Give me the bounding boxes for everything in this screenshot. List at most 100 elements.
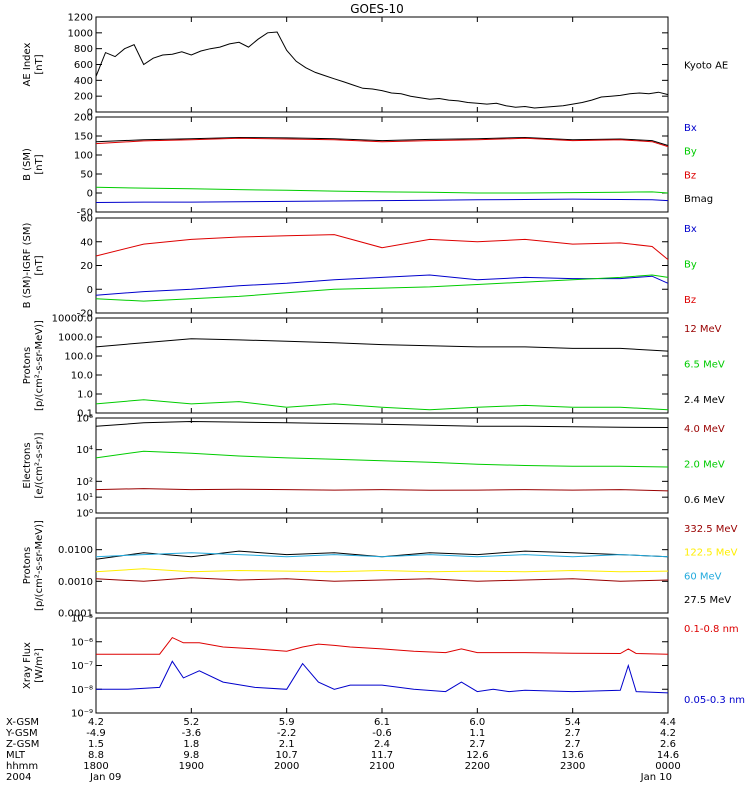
series-line-0-6-mev — [95, 420, 669, 428]
ephem-value: 2300 — [560, 761, 585, 772]
y-tick-label: 1200 — [68, 13, 93, 24]
series-line-kyoto-ae — [95, 31, 669, 109]
y-tick-label: 150 — [74, 132, 93, 143]
ephem-value: 1800 — [83, 761, 108, 772]
ephem-value: 8.8 — [88, 750, 104, 761]
ephem-value: 10.7 — [276, 750, 298, 761]
y-tick-label: 100.0 — [64, 352, 93, 363]
ephem-value: 5.9 — [279, 717, 295, 728]
ephem-value: 14.6 — [657, 750, 679, 761]
ephem-value: -4.9 — [86, 728, 106, 739]
series-line-6-5-mev — [95, 399, 669, 411]
y-tick-label: 200 — [74, 92, 93, 103]
ephem-value: 1900 — [179, 761, 204, 772]
legend-entry: 0.1-0.8 nm — [684, 624, 739, 635]
y-tick-label: 200 — [74, 113, 93, 124]
ephem-value: 2.4 — [374, 739, 390, 750]
legend-entry: By — [684, 260, 697, 271]
series-line-by — [95, 186, 669, 194]
legend-entry: 4.0 MeV — [684, 424, 725, 435]
ephem-value: 2.6 — [660, 739, 676, 750]
ephem-value: 2.7 — [565, 728, 581, 739]
y-axis-label: B (SM) — [22, 148, 33, 181]
y-axis-label-units: [e/(cm²-s-sr)] — [34, 432, 45, 498]
ephem-value: 13.6 — [562, 750, 584, 761]
panel-4: 0.1 1.0 10.0 100.0 1000.0 10000.0 Protons [p/(c… — [22, 314, 725, 420]
y-axis-label: B (SM)-IGRF (SM) — [22, 223, 33, 309]
ephem-value: 2.7 — [469, 739, 485, 750]
y-axis-label-units: [nT] — [34, 255, 45, 275]
legend-entry: 0.6 MeV — [684, 495, 725, 506]
ephem-value: 1.1 — [469, 728, 485, 739]
panel-frame — [95, 617, 669, 714]
ephem-value: Jan 10 — [640, 772, 672, 783]
ephem-value: 2100 — [369, 761, 394, 772]
panel-7: 10⁻⁹ 10⁻⁸ 10⁻⁷ 10⁻⁶ 10⁻⁵ Xray Flux [W/m²] 0.1-0… — [22, 614, 745, 720]
ephem-value: 9.8 — [183, 750, 199, 761]
y-tick-label: 0 — [87, 189, 93, 200]
series-line-122-5-mev — [95, 568, 669, 573]
panel-frame — [95, 317, 669, 414]
y-axis-label: Xray Flux — [22, 642, 33, 689]
ephem-value: 1.8 — [183, 739, 199, 750]
legend-entry: Bz — [684, 295, 696, 306]
panel-frame — [95, 116, 669, 213]
series-line-bx — [95, 274, 669, 296]
panel-3: -20 0 20 40 60 B (SM)-IGRF (SM) [nT] Bx By Bz — [22, 214, 697, 320]
y-tick-label: 600 — [74, 60, 93, 71]
series-line-60-mev — [95, 552, 669, 558]
y-tick-label: 20 — [80, 261, 93, 272]
series-line-27-5-mev — [95, 550, 669, 560]
panel-2: -50 0 50 100 150 200 B (SM) [nT] Bx By Bz Bmag — [22, 113, 713, 219]
legend-entry: 27.5 MeV — [684, 595, 731, 606]
series-line-2-0-mev — [95, 450, 669, 468]
chart-title: GOES-10 — [350, 2, 404, 16]
y-axis-label-units: [p/(cm²-s-sr-MeV)] — [34, 520, 45, 611]
ephem-value: 2.7 — [565, 739, 581, 750]
series-line-by — [95, 274, 669, 302]
ephem-value: 11.7 — [371, 750, 393, 761]
y-tick-label: 400 — [74, 76, 93, 87]
ephem-value: 4.2 — [660, 728, 676, 739]
legend-entry: Bmag — [684, 194, 713, 205]
y-tick-label: 0.0001 — [58, 609, 93, 620]
ephem-value: Jan 09 — [89, 772, 121, 783]
legend-entry: Bx — [684, 123, 697, 134]
legend-entry: 12 MeV — [684, 324, 722, 335]
panel-5: 10⁰ 10¹ 10² 10⁴ 10⁶ Electrons [e/(cm²-s-sr)] 4.… — [22, 414, 725, 520]
y-tick-label: 10.0 — [71, 371, 93, 382]
series-line-bx — [95, 198, 669, 203]
legend-entry: 2.0 MeV — [684, 460, 725, 471]
legend-entry: 122.5 MeV — [684, 548, 738, 559]
panel-1: 0 200 400 600 800 1000 1200 AE Index [nT] Kyoto A… — [22, 13, 728, 119]
y-tick-label: 10⁻⁶ — [71, 637, 93, 648]
series-line-0-1-0-8-nm — [96, 636, 669, 655]
series-line-bmag — [95, 136, 669, 146]
legend-entry: 332.5 MeV — [684, 524, 738, 535]
legend-entry: Bz — [684, 170, 696, 181]
y-tick-label: 60 — [80, 214, 93, 225]
y-tick-label: 100 — [74, 151, 93, 162]
y-axis-label-units: [W/m²] — [34, 648, 45, 683]
ephem-value: 4.2 — [88, 717, 104, 728]
y-tick-label: 10¹ — [76, 493, 93, 504]
ephem-value: -2.2 — [277, 728, 297, 739]
y-tick-label: 50 — [80, 170, 93, 181]
ephem-value: 5.4 — [565, 717, 581, 728]
y-axis-label: AE Index — [22, 42, 33, 86]
ephem-value: 6.1 — [374, 717, 390, 728]
y-axis-label: Electrons — [22, 442, 33, 488]
ephem-value: -3.6 — [182, 728, 202, 739]
y-tick-label: 1000.0 — [58, 333, 93, 344]
y-tick-label: -50 — [77, 208, 93, 219]
legend-entry: 2.4 MeV — [684, 395, 725, 406]
ephem-value: 2000 — [274, 761, 299, 772]
y-axis-label: Protons — [22, 347, 33, 384]
y-tick-label: 10² — [76, 477, 93, 488]
legend-entry: 6.5 MeV — [684, 360, 725, 371]
y-tick-label: 10⁰ — [76, 509, 93, 520]
y-tick-label: 10⁻⁸ — [71, 685, 93, 696]
y-axis-label: Protons — [22, 547, 33, 584]
y-tick-label: 40 — [80, 237, 93, 248]
